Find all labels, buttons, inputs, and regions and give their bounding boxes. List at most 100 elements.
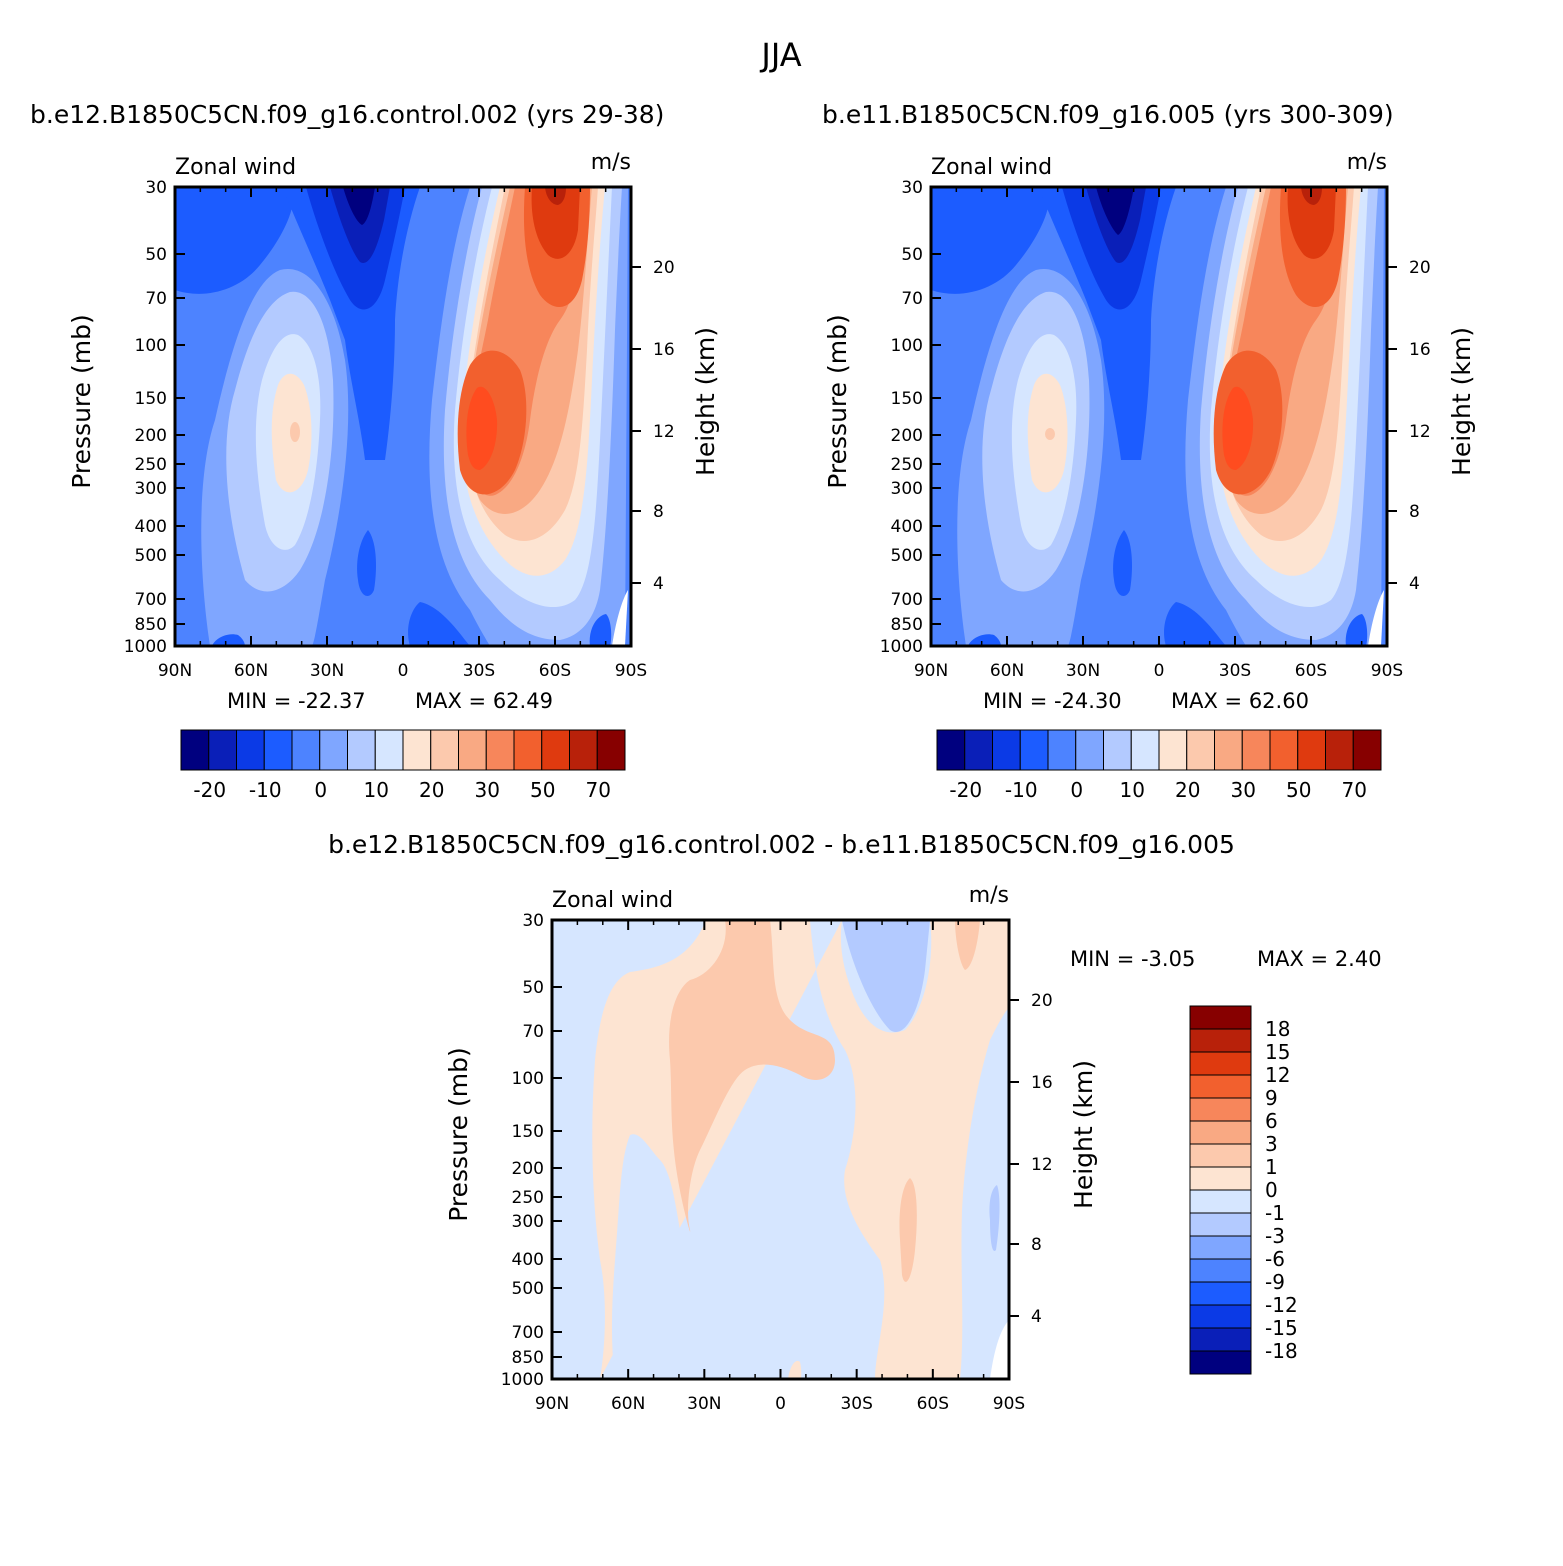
p2-x-tick-label: 30S xyxy=(1219,661,1251,681)
p3-colorbar-label: -1 xyxy=(1265,1201,1285,1225)
p1-y-tick-label: 500 xyxy=(135,546,167,566)
p1-colorbar-swatch xyxy=(208,729,237,771)
p2-y-tick-label: 500 xyxy=(891,546,923,566)
p1-x-tick-label: 30N xyxy=(310,661,344,681)
p1-colorbar-swatch xyxy=(596,729,626,771)
p2-colorbar-label: 50 xyxy=(1286,778,1311,802)
p1-colorbar-swatch xyxy=(458,729,487,771)
p2-y-right-tick-label: 12 xyxy=(1409,422,1431,442)
p3-variable-label: Zonal wind xyxy=(552,888,673,913)
p1-y-tick-label: 1000 xyxy=(124,637,167,657)
p3-colorbar-label: 18 xyxy=(1265,1017,1290,1041)
p1-colorbar-swatch xyxy=(541,729,570,771)
p2-y-tick-label: 300 xyxy=(891,479,923,499)
p1-y-tick-label: 200 xyxy=(135,426,167,446)
p2-colorbar-label: 20 xyxy=(1175,778,1200,802)
p2-colorbar-swatch xyxy=(1325,729,1354,771)
panel-3 xyxy=(550,918,1011,1381)
p2-y-tick-label: 70 xyxy=(901,289,923,309)
p3-x-tick-label: 60N xyxy=(611,1394,645,1414)
p2-colorbar-swatch xyxy=(1075,729,1104,771)
p2-colorbar-swatch xyxy=(992,729,1021,771)
p2-y-right-tick-label: 4 xyxy=(1409,574,1420,594)
p3-colorbar-label: 3 xyxy=(1265,1132,1278,1156)
p3-colorbar-swatch xyxy=(1189,1120,1252,1145)
p2-colorbar-swatch xyxy=(1186,729,1215,771)
p3-x-tick-label: 0 xyxy=(775,1394,786,1414)
p3-y-tick-label: 250 xyxy=(512,1188,544,1208)
p2-colorbar-swatch xyxy=(1297,729,1326,771)
p1-colorbar-swatch xyxy=(374,729,404,771)
p2-colorbar-label: 0 xyxy=(1070,778,1083,802)
p1-units-label: m/s xyxy=(591,150,631,175)
p2-y-tick-label: 200 xyxy=(891,426,923,446)
p2-y-right-tick-label: 20 xyxy=(1409,258,1431,278)
p1-y-tick-label: 50 xyxy=(145,245,167,265)
p3-colorbar-label: -9 xyxy=(1265,1270,1285,1294)
p2-min-label: MIN = -24.30 xyxy=(983,689,1122,713)
p3-colorbar-label: 1 xyxy=(1265,1155,1278,1179)
p1-y-right-tick-label: 20 xyxy=(653,258,675,278)
contour-field xyxy=(931,187,1387,646)
p3-colorbar-swatch xyxy=(1189,1143,1252,1168)
p2-max-label: MAX = 62.60 xyxy=(1171,689,1309,713)
panel-2-title: b.e11.B1850C5CN.f09_g16.005 (yrs 300-309… xyxy=(822,100,1394,129)
p1-x-tick-label: 90N xyxy=(158,661,192,681)
p1-colorbar-swatch xyxy=(263,729,293,771)
p3-y-tick-label: 200 xyxy=(512,1159,544,1179)
p3-y-right-axis-title: Height (km) xyxy=(1069,1060,1098,1209)
p2-colorbar-swatch xyxy=(1214,729,1243,771)
p1-x-tick-label: 30S xyxy=(463,661,495,681)
p2-colorbar-label: -20 xyxy=(949,778,982,802)
p3-min-label: MIN = -3.05 xyxy=(1070,947,1195,971)
p2-colorbar-swatch xyxy=(1130,729,1160,771)
p3-colorbar-swatch xyxy=(1189,1166,1252,1191)
p3-y-tick-label: 50 xyxy=(522,978,544,998)
p1-variable-label: Zonal wind xyxy=(175,155,296,180)
p2-y-tick-label: 150 xyxy=(891,389,923,409)
p3-max-label: MAX = 2.40 xyxy=(1257,947,1382,971)
p3-units-label: m/s xyxy=(969,883,1009,908)
p2-y-right-axis-title: Height (km) xyxy=(1447,327,1476,476)
p3-colorbar-swatch xyxy=(1189,1051,1252,1076)
p1-colorbar-label: 20 xyxy=(419,778,444,802)
p1-y-tick-label: 250 xyxy=(135,455,167,475)
p3-colorbar-swatch xyxy=(1189,1097,1252,1122)
p2-colorbar-swatch xyxy=(1241,729,1271,771)
p3-y-right-tick-label: 8 xyxy=(1031,1235,1042,1255)
p2-y-tick-label: 400 xyxy=(891,517,923,537)
p2-y-tick-label: 100 xyxy=(891,336,923,356)
p1-y-tick-label: 300 xyxy=(135,479,167,499)
p2-y-tick-label: 30 xyxy=(901,178,923,198)
p3-colorbar-label: -3 xyxy=(1265,1224,1285,1248)
p2-x-tick-label: 30N xyxy=(1066,661,1100,681)
p2-x-tick-label: 60N xyxy=(990,661,1024,681)
p2-units-label: m/s xyxy=(1347,150,1387,175)
p3-y-tick-label: 30 xyxy=(522,911,544,931)
contour-field xyxy=(175,187,631,646)
p2-colorbar-swatch xyxy=(1019,729,1049,771)
p3-x-tick-label: 30N xyxy=(687,1394,721,1414)
p1-y-right-tick-label: 8 xyxy=(653,502,664,522)
p2-colorbar-swatch xyxy=(1103,729,1132,771)
p1-colorbar-label: 70 xyxy=(586,778,611,802)
p2-x-tick-label: 60S xyxy=(1295,661,1327,681)
p3-colorbar-swatch xyxy=(1189,1028,1252,1053)
p3-y-right-tick-label: 4 xyxy=(1031,1307,1042,1327)
p3-y-tick-label: 1000 xyxy=(501,1370,544,1390)
p1-colorbar-swatch xyxy=(347,729,376,771)
p3-colorbar-label: -18 xyxy=(1265,1339,1298,1363)
p3-x-tick-label: 60S xyxy=(917,1394,949,1414)
p2-variable-label: Zonal wind xyxy=(931,155,1052,180)
p2-colorbar-swatch xyxy=(1047,729,1077,771)
p3-y-tick-label: 400 xyxy=(512,1250,544,1270)
p1-colorbar-swatch xyxy=(180,729,210,771)
p3-colorbar-label: 15 xyxy=(1265,1040,1290,1064)
p1-colorbar-label: -20 xyxy=(193,778,226,802)
p1-y-right-tick-label: 4 xyxy=(653,574,664,594)
contour-field xyxy=(552,920,1009,1379)
p2-colorbar-swatch xyxy=(936,729,966,771)
p1-x-tick-label: 60S xyxy=(539,661,571,681)
p2-x-tick-label: 0 xyxy=(1154,661,1165,681)
